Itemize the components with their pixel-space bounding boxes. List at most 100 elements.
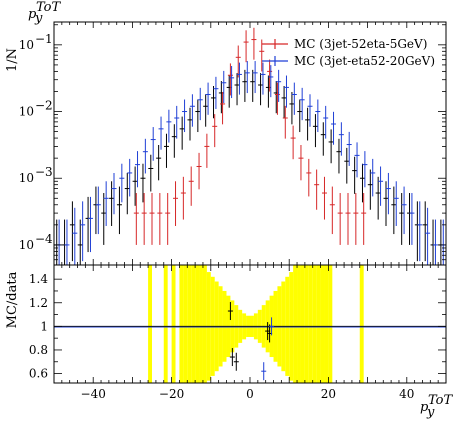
data-point (150, 127, 156, 161)
x-tick-label: −40 (81, 387, 106, 401)
data-point (432, 219, 438, 265)
data-point (196, 152, 202, 190)
data-point (72, 207, 78, 265)
data-point (158, 116, 164, 150)
ratio-band-bin-9 (202, 265, 207, 383)
ratio-point (269, 317, 275, 336)
data-point (414, 201, 420, 262)
ratio-point (261, 362, 267, 381)
data-point (166, 109, 172, 143)
data-point (182, 99, 188, 133)
data-point (267, 59, 273, 92)
data-point (95, 186, 101, 235)
data-point (212, 114, 218, 148)
data-point (242, 69, 248, 102)
ratio-band-bin-34 (300, 265, 305, 383)
data-point (218, 81, 224, 114)
x-tick-label: 20 (321, 387, 336, 401)
data-point (307, 94, 313, 127)
ratio-band-bin-33 (297, 265, 301, 383)
data-point (93, 186, 99, 235)
data-point (205, 82, 211, 115)
data-point (314, 169, 320, 210)
ratio-y-tick-label: 1 (40, 319, 48, 333)
data-point (291, 82, 297, 115)
legend-label: MC (3jet-eta52-20GeV) (294, 54, 435, 68)
top-panel-series (54, 27, 446, 265)
legend: MC (3jet-52eta-5GeV) MC (3jet-eta52-20GeV… (262, 37, 435, 68)
data-point (189, 94, 195, 127)
data-point (87, 196, 93, 253)
data-point (353, 193, 359, 245)
ratio-band-bin-8 (199, 265, 203, 383)
data-point (344, 147, 350, 184)
data-point (142, 138, 148, 174)
y-tick-exponent: −3 (35, 165, 53, 179)
data-point (306, 158, 312, 197)
data-point (281, 85, 287, 119)
data-point (204, 133, 210, 168)
ratio-band-bin-39 (320, 265, 325, 383)
data-point (315, 99, 321, 133)
data-point (171, 124, 177, 158)
data-point (103, 181, 109, 226)
data-point (234, 73, 240, 106)
data-point (289, 91, 295, 125)
legend-entry-1: MC (3jet-eta52-20GeV) (262, 54, 435, 68)
ratio-band-bin-41 (328, 265, 333, 383)
data-point (320, 122, 326, 156)
data-point (236, 62, 242, 95)
ratio-panel-series (54, 302, 446, 381)
data-point (329, 186, 335, 235)
data-point (346, 131, 352, 166)
data-point (243, 30, 249, 63)
data-point (393, 181, 399, 226)
data-point (156, 144, 162, 181)
data-point (354, 142, 360, 178)
data-point (359, 163, 365, 203)
data-point (165, 193, 171, 245)
data-point (290, 125, 296, 160)
ratio-y-tick-label: 0.8 (29, 343, 48, 357)
ratio-y-label: MC/data (5, 271, 20, 328)
data-point (140, 163, 146, 203)
data-point (425, 207, 431, 265)
data-point (62, 219, 68, 265)
data-point (338, 122, 344, 156)
data-point (297, 99, 303, 133)
data-point (101, 193, 107, 245)
data-point (383, 181, 389, 226)
data-point (273, 81, 279, 114)
data-point (187, 107, 193, 141)
data-point (328, 129, 334, 164)
data-point (260, 62, 266, 95)
data-point (385, 172, 391, 215)
data-point (179, 116, 185, 150)
data-point (226, 75, 232, 108)
top-y-label: 1/N (5, 48, 20, 72)
ratio-band-bin-36 (308, 265, 313, 383)
ratio-band-bin-32 (293, 265, 298, 383)
data-point (252, 61, 258, 94)
data-point (221, 70, 227, 104)
data-point (111, 172, 117, 215)
data-point (56, 219, 62, 265)
top-title-sub: y (34, 11, 43, 26)
data-point (251, 27, 257, 60)
data-point (336, 138, 342, 174)
data-point (197, 87, 203, 121)
ratio-band-bin-1 (163, 265, 168, 383)
data-point (409, 193, 415, 245)
data-point (274, 82, 280, 115)
data-point (135, 151, 141, 188)
data-point (109, 181, 115, 226)
ratio-band-bin-42 (359, 265, 364, 383)
data-point (422, 201, 428, 262)
data-point (180, 176, 186, 220)
ratio-uncertainty-band (148, 265, 364, 383)
data-point (54, 219, 60, 265)
data-point (337, 193, 343, 245)
data-point (265, 75, 271, 108)
